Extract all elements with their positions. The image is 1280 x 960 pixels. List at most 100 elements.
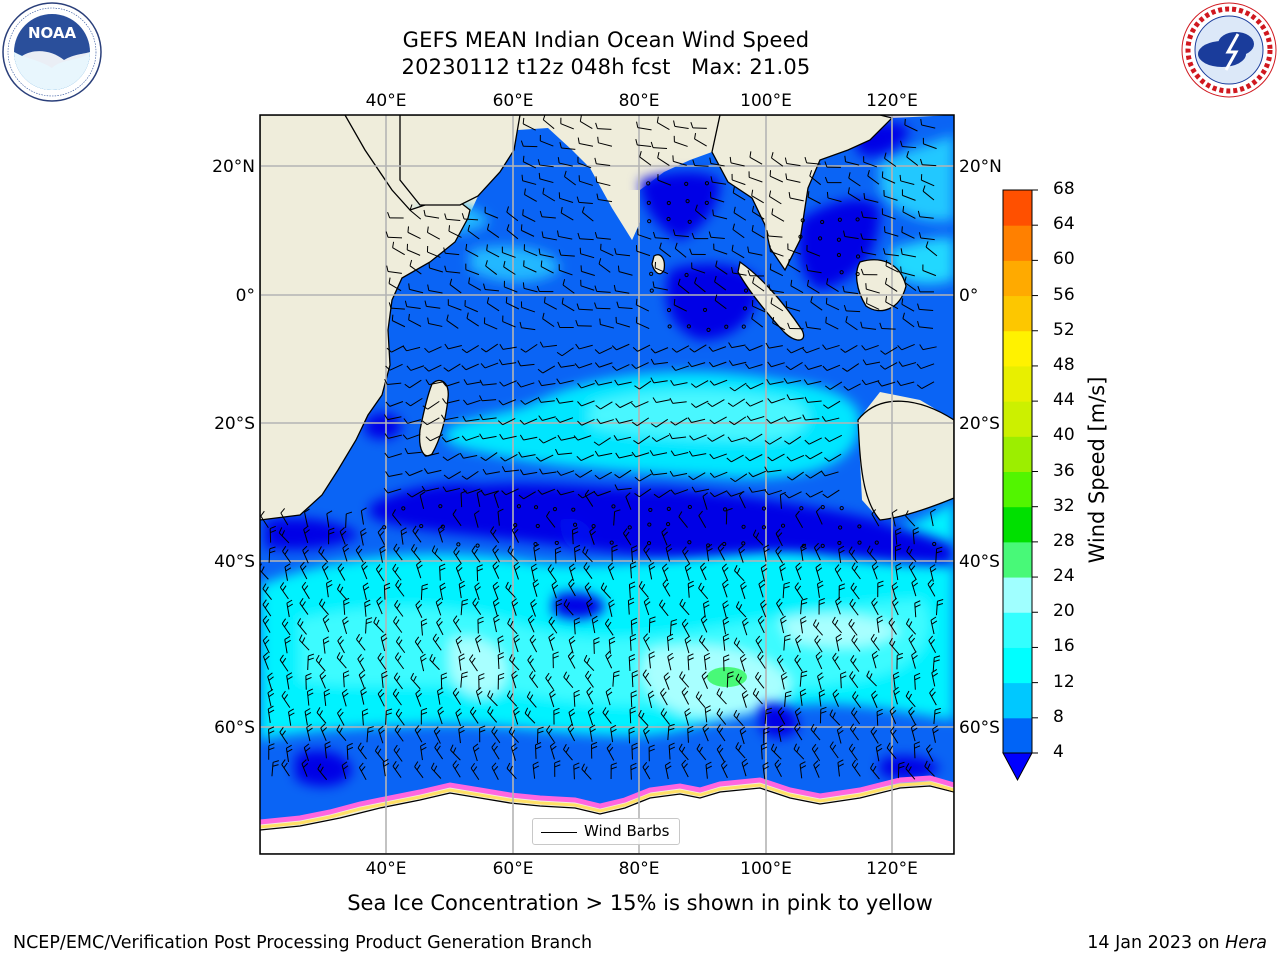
wind-barb (574, 469, 593, 478)
wind-barb (638, 709, 649, 727)
wind-barb (866, 545, 877, 562)
wind-barb (444, 265, 461, 274)
wind-barb (813, 542, 821, 561)
wind-barb (553, 707, 560, 725)
wind-barb (522, 282, 538, 293)
calm-marker (456, 542, 461, 547)
colorbar-tick-label: 64 (1053, 214, 1075, 235)
wind-barb (539, 134, 554, 147)
wind-barb (461, 363, 479, 371)
wind-barb (522, 155, 537, 169)
wind-barb (849, 671, 859, 689)
wind-barb (917, 286, 934, 293)
wind-barb (832, 652, 841, 670)
wind-barb (395, 579, 405, 597)
max-wind-patch (707, 667, 747, 687)
wind-barb (388, 277, 402, 292)
wind-barb (480, 490, 499, 496)
wind-barb (469, 706, 479, 724)
wind-barb (385, 401, 404, 407)
wind-barb (900, 248, 916, 258)
wind-barb (704, 705, 712, 723)
wind-barb (635, 245, 651, 257)
wind-barb (578, 175, 593, 186)
colorbar-segment (1003, 717, 1032, 754)
wind-barb (484, 206, 499, 219)
wind-barb (836, 726, 844, 744)
wind-barb (757, 651, 766, 669)
wind-barb (567, 651, 576, 669)
calm-marker (684, 272, 689, 278)
wind-barb (690, 380, 709, 388)
wind-barb (784, 690, 792, 707)
wind-barb (825, 297, 840, 311)
wind-barb (593, 637, 600, 654)
wind-barb (594, 157, 611, 167)
wind-barb (851, 707, 861, 725)
lat-tick-label-right: 60°S (959, 718, 1000, 738)
wind-barb (576, 303, 593, 311)
wind-barb (491, 742, 500, 760)
wind-barb (916, 363, 935, 370)
wind-barb (689, 434, 707, 441)
wind-barb (584, 489, 594, 507)
wind-barb (584, 670, 594, 688)
calm-marker (799, 506, 804, 511)
wind-barb (519, 321, 536, 331)
wind-barb (779, 491, 786, 509)
wind-barb (606, 743, 615, 761)
wind-barb (387, 212, 404, 219)
wind-barb (600, 582, 612, 599)
wind-barb (670, 380, 688, 386)
wind-barb (659, 599, 669, 617)
wind-barb (822, 489, 840, 499)
wind-barb (473, 510, 480, 528)
wind-barb (838, 545, 845, 564)
wind-barb (731, 244, 745, 259)
wind-barb (556, 489, 575, 496)
wind-barb (834, 564, 843, 582)
credit-line: NCEP/EMC/Verification Post Processing Pr… (13, 933, 593, 953)
wind-barb (573, 435, 592, 441)
wind-barb (894, 527, 902, 545)
wind-barb (538, 415, 556, 421)
wind-barb (506, 224, 519, 240)
wind-barb (555, 397, 574, 404)
lon-tick-label-top: 80°E (619, 91, 660, 111)
wind-barb (479, 395, 497, 402)
wind-barb (849, 598, 859, 616)
wind-barb (849, 723, 859, 741)
wind-barb (670, 450, 689, 457)
wind-barb (875, 743, 883, 762)
wind-barb (902, 205, 916, 219)
wind-barb (730, 473, 748, 483)
sri-lanka (651, 254, 666, 275)
colorbar-segment (1003, 295, 1032, 332)
wind-barb (577, 490, 596, 499)
colorbar-segment (1003, 225, 1032, 261)
wind-barb (735, 742, 746, 759)
wind-barb (768, 284, 784, 294)
calm-marker (855, 254, 861, 259)
wind-barb (557, 157, 573, 167)
wind-barb (533, 543, 540, 562)
wind-barb (443, 363, 461, 372)
wind-barb (383, 487, 402, 494)
wind-barb (574, 363, 593, 369)
wind-barb (906, 545, 917, 563)
wind-barb (373, 616, 384, 633)
calm-marker (438, 504, 443, 509)
wind-barb (648, 562, 656, 580)
wind-barb (663, 672, 671, 690)
wind-barb (657, 174, 672, 186)
wind-barb (684, 563, 692, 581)
wind-barb (688, 450, 707, 457)
wind-barb (452, 760, 461, 778)
calm-marker (571, 507, 576, 512)
wind-barb (639, 151, 652, 166)
wind-barb (848, 743, 858, 761)
wind-barb (629, 633, 637, 651)
wind-barb (303, 743, 311, 762)
wind-barb (799, 670, 808, 687)
wind-barb (744, 454, 763, 462)
